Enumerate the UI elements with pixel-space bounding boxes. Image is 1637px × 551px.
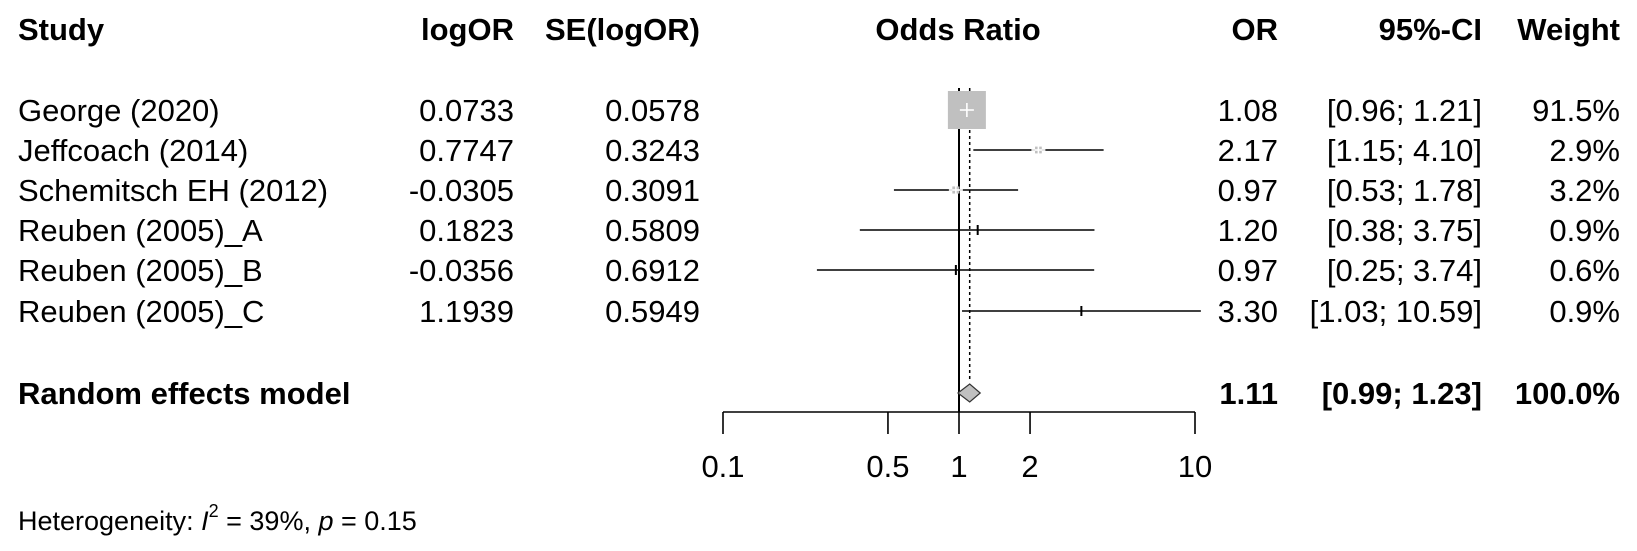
study-se: 0.3091 <box>605 173 700 208</box>
header-weight: Weight <box>1517 12 1620 47</box>
study-ci: [1.03; 10.59] <box>1310 294 1482 329</box>
study-logor: 1.1939 <box>419 294 514 329</box>
study-or: 2.17 <box>1218 133 1278 168</box>
x-tick-label: 2 <box>1021 449 1038 484</box>
study-weight: 91.5% <box>1532 93 1620 128</box>
summary-name: Random effects model <box>18 376 350 411</box>
study-se: 0.0578 <box>605 93 700 128</box>
study-logor: 0.7747 <box>419 133 514 168</box>
study-or: 0.97 <box>1218 173 1278 208</box>
header-se: SE(logOR) <box>545 12 700 47</box>
summary-row: Random effects model 1.11 [0.99; 1.23] 100.… <box>18 376 1620 411</box>
table-row: Reuben (2005)_B -0.0356 0.6912 0.97 [0.25; 3… <box>18 253 1620 288</box>
table-row: Reuben (2005)_A 0.1823 0.5809 1.20 [0.38; 3.… <box>18 213 1620 248</box>
summary-diamond <box>956 383 982 403</box>
study-name: Reuben (2005)_C <box>18 294 264 329</box>
x-tick-label: 0.1 <box>701 449 744 484</box>
x-tick-label: 0.5 <box>866 449 909 484</box>
study-rows: George (2020) 0.0733 0.0578 1.08 [0.96; 1.21… <box>18 93 1620 411</box>
study-or: 3.30 <box>1218 294 1278 329</box>
table-row: Schemitsch EH (2012) -0.0305 0.3091 0.97 [0.… <box>18 173 1620 208</box>
header-or: OR <box>1232 12 1279 47</box>
x-tick-label: 10 <box>1178 449 1212 484</box>
study-name: Schemitsch EH (2012) <box>18 173 328 208</box>
study-weight: 0.9% <box>1549 213 1620 248</box>
header-odds-ratio: Odds Ratio <box>875 12 1040 47</box>
plot-area: 0.1 0.5 1 2 10 <box>701 88 1212 484</box>
study-ci: [0.25; 3.74] <box>1327 253 1482 288</box>
study-ci: [1.15; 4.10] <box>1327 133 1482 168</box>
summary-weight: 100.0% <box>1515 376 1620 411</box>
x-tick-label: 1 <box>950 449 967 484</box>
study-ci: [0.53; 1.78] <box>1327 173 1482 208</box>
study-weight: 2.9% <box>1549 133 1620 168</box>
heterogeneity-text: Heterogeneity: I2 = 39%, p = 0.15 <box>18 501 417 536</box>
table-row: George (2020) 0.0733 0.0578 1.08 [0.96; 1.21… <box>18 93 1620 128</box>
summary-or: 1.11 <box>1219 376 1278 411</box>
study-logor: -0.0356 <box>409 253 514 288</box>
summary-ci: [0.99; 1.23] <box>1322 376 1482 411</box>
study-or: 1.20 <box>1218 213 1278 248</box>
header-logor: logOR <box>421 12 514 47</box>
study-or: 1.08 <box>1218 93 1278 128</box>
table-row: Jeffcoach (2014) 0.7747 0.3243 2.17 [1.15; 4… <box>18 133 1620 168</box>
study-weight: 3.2% <box>1549 173 1620 208</box>
study-name: Reuben (2005)_B <box>18 253 263 288</box>
study-se: 0.5809 <box>605 213 700 248</box>
study-logor: -0.0305 <box>409 173 514 208</box>
study-ci: [0.38; 3.75] <box>1327 213 1482 248</box>
study-weight: 0.6% <box>1549 253 1620 288</box>
study-ci: [0.96; 1.21] <box>1327 93 1482 128</box>
study-se: 0.6912 <box>605 253 700 288</box>
study-se: 0.3243 <box>605 133 700 168</box>
study-name: George (2020) <box>18 93 220 128</box>
table-row: Reuben (2005)_C 1.1939 0.5949 3.30 [1.03; 10… <box>18 294 1620 329</box>
study-se: 0.5949 <box>605 294 700 329</box>
study-weight: 0.9% <box>1549 294 1620 329</box>
study-logor: 0.1823 <box>419 213 514 248</box>
study-logor: 0.0733 <box>419 93 514 128</box>
header-study: Study <box>18 12 105 47</box>
study-name: Reuben (2005)_A <box>18 213 263 248</box>
header-ci: 95%-CI <box>1379 12 1482 47</box>
study-name: Jeffcoach (2014) <box>18 133 248 168</box>
study-or: 0.97 <box>1218 253 1278 288</box>
